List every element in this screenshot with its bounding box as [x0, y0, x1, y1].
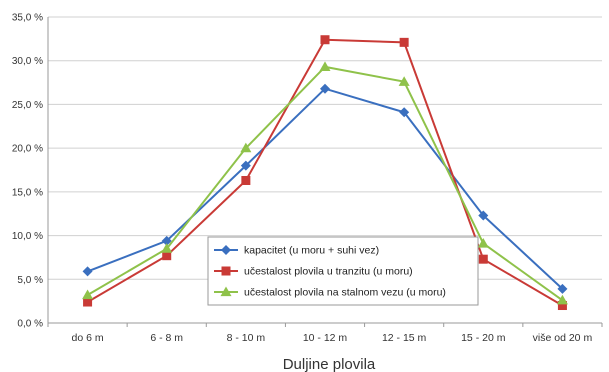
legend-marker	[220, 286, 232, 297]
legend-box	[207, 236, 479, 306]
x-tick-label: više od 20 m	[533, 332, 593, 344]
y-tick-label: 0,0 %	[17, 319, 43, 330]
x-tick-label: 8 - 10 m	[227, 332, 266, 344]
series-lines	[82, 35, 568, 311]
data-point	[82, 266, 93, 277]
data-point	[161, 235, 172, 246]
x-axis-label: Duljine plovila	[283, 356, 376, 372]
gridlines	[48, 16, 602, 280]
legend-item: učestalost plovila na stalnom vezu (u mo…	[214, 286, 446, 299]
data-point	[399, 37, 409, 47]
data-point	[240, 142, 252, 153]
x-tick-label: 15 - 20 m	[461, 332, 506, 344]
data-point	[320, 83, 330, 94]
data-point	[556, 294, 568, 305]
data-point	[83, 297, 93, 307]
data-point	[82, 289, 94, 300]
series-3	[82, 61, 568, 305]
data-point	[319, 61, 331, 71]
x-tick-labels: do 6 m 6 - 8 m 8 - 10 m 10 - 12 m 12 - 15 m 1…	[72, 332, 593, 344]
data-point	[398, 76, 410, 86]
y-tick-label: 30,0 %	[12, 56, 43, 67]
data-point	[241, 175, 251, 185]
legend-label: učestalost plovila u tranzitu (u moru)	[244, 266, 413, 278]
legend-marker	[221, 245, 231, 255]
legend-label: kapacitet (u moru + suhi vez)	[244, 245, 379, 257]
series-2	[83, 35, 567, 311]
data-point	[478, 210, 489, 221]
legend-marker	[221, 266, 231, 276]
y-tick-label: 15,0 %	[12, 187, 43, 198]
y-tick-label: 10,0 %	[12, 231, 43, 242]
data-point	[162, 251, 172, 261]
x-tick-label: 6 - 8 m	[150, 332, 183, 344]
data-point	[399, 107, 410, 118]
y-tick-label: 5,0 %	[17, 275, 43, 286]
axes	[47, 17, 603, 327]
x-tick-label: 10 - 12 m	[303, 332, 348, 344]
legend: kapacitet (u moru + suhi vez) učestalost …	[207, 236, 479, 306]
data-point	[240, 160, 251, 171]
y-tick-label: 25,0 %	[12, 100, 43, 111]
data-point	[320, 35, 330, 45]
data-point	[557, 301, 567, 311]
x-tick-label: 12 - 15 m	[382, 332, 427, 344]
data-point	[557, 283, 568, 294]
legend-label: učestalost plovila na stalnom vezu (u mo…	[244, 287, 446, 299]
y-tick-label: 35,0 %	[12, 13, 43, 24]
legend-item: kapacitet (u moru + suhi vez)	[214, 245, 379, 257]
legend-item: učestalost plovila u tranzitu (u moru)	[214, 266, 413, 278]
x-tick-label: do 6 m	[72, 332, 104, 344]
data-point	[161, 243, 173, 253]
y-tick-label: 20,0 %	[12, 144, 43, 155]
data-point	[478, 254, 488, 264]
y-tick-labels: 0,0 % 5,0 % 10,0 % 15,0 % 20,0 % 25,0 % 30,0 %…	[12, 13, 43, 330]
series-1	[82, 83, 568, 294]
data-point	[477, 237, 489, 248]
